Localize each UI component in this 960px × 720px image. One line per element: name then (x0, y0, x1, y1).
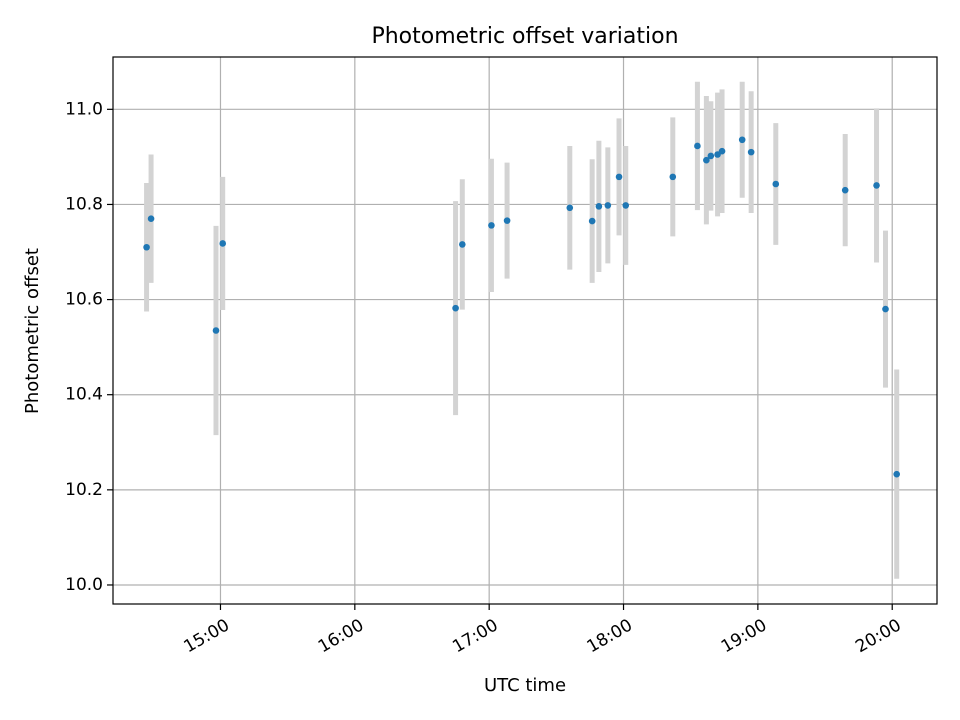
data-points (143, 136, 900, 478)
data-point (747, 148, 755, 156)
data-point (212, 327, 220, 334)
data-point (703, 156, 710, 164)
plot-frame (112, 56, 938, 605)
y-tick-label: 10.0 (65, 575, 103, 595)
y-axis-ticks: 10.0 10.2 10.4 10.6 10.8 11.0 (65, 99, 113, 595)
x-axis-label: UTC time (484, 675, 566, 696)
data-point (147, 215, 155, 223)
data-point (143, 243, 150, 251)
data-point (707, 152, 715, 160)
data-point (893, 470, 900, 478)
data-point (488, 222, 495, 229)
data-point (595, 203, 603, 210)
grid-lines (113, 57, 937, 604)
data-point (566, 204, 574, 212)
data-point (841, 186, 849, 194)
y-tick-label: 10.2 (65, 480, 103, 500)
data-point (772, 180, 780, 188)
data-point (219, 240, 227, 247)
data-point (615, 173, 623, 181)
y-tick-label: 10.4 (65, 385, 103, 405)
data-point (873, 182, 880, 189)
y-axis-label: Photometric offset (22, 248, 43, 414)
data-point (588, 217, 596, 225)
data-point (669, 173, 677, 181)
y-tick-label: 10.8 (65, 194, 103, 214)
data-point (452, 304, 459, 312)
data-point (503, 217, 511, 224)
data-point (694, 142, 701, 150)
data-point (738, 136, 746, 144)
y-tick-label: 10.6 (65, 290, 103, 310)
data-point (718, 147, 726, 155)
data-point (459, 241, 466, 248)
chart-title: Photometric offset variation (371, 24, 678, 49)
data-point (622, 202, 630, 209)
data-point (604, 202, 612, 209)
y-tick-label: 11.0 (65, 99, 103, 119)
data-point (882, 305, 889, 313)
